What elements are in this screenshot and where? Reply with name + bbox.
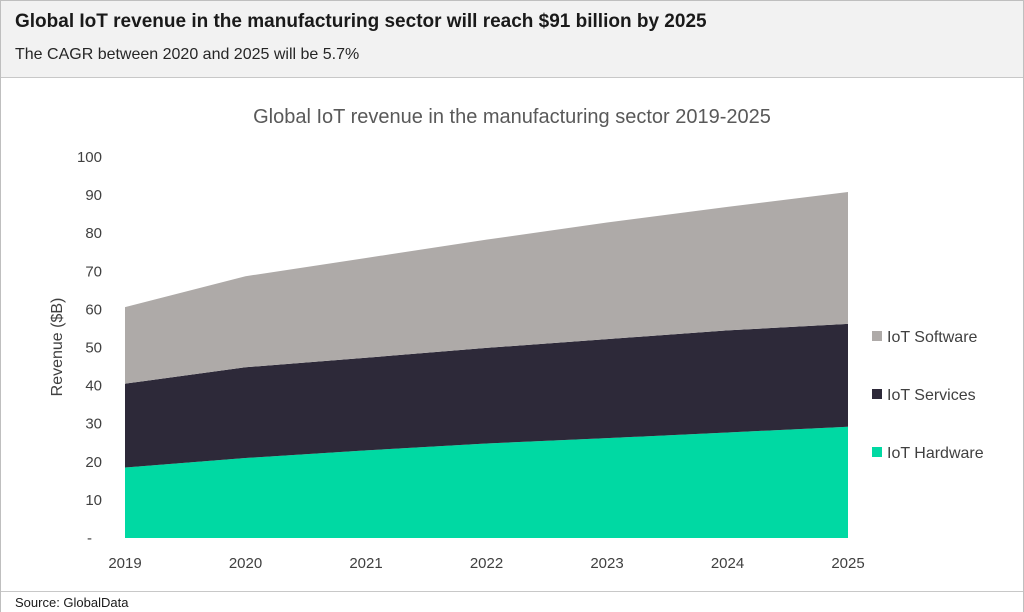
- headline: Global IoT revenue in the manufacturing …: [15, 11, 707, 32]
- legend-label-iot-services: IoT Services: [887, 387, 976, 404]
- header-banner: Global IoT revenue in the manufacturing …: [1, 1, 1023, 78]
- y-tick-label: 10: [85, 492, 102, 509]
- legend-label-iot-software: IoT Software: [887, 329, 978, 346]
- legend: IoT Software IoT Services IoT Hardware: [872, 329, 984, 462]
- source-note: Source: GlobalData: [15, 595, 129, 610]
- area-iot-software: [125, 192, 848, 384]
- x-tick-label: 2024: [711, 555, 744, 572]
- y-tick-label: -: [87, 530, 92, 547]
- x-tick-label: 2022: [470, 555, 503, 572]
- area-layers: [125, 192, 848, 538]
- x-axis-ticks: 2019 2020 2021 2022 2023 2024 2025: [108, 555, 864, 572]
- x-tick-label: 2023: [590, 555, 623, 572]
- y-tick-label: 50: [85, 340, 102, 357]
- x-tick-label: 2025: [831, 555, 864, 572]
- area-chart: Global IoT revenue in the manufacturing …: [49, 106, 984, 572]
- chart-title: Global IoT revenue in the manufacturing …: [253, 106, 771, 128]
- area-iot-hardware: [125, 426, 848, 538]
- legend-swatch-iot-hardware: [872, 447, 882, 457]
- legend-swatch-iot-services: [872, 389, 882, 399]
- y-tick-label: 40: [85, 378, 102, 395]
- y-tick-label: 90: [85, 187, 102, 204]
- source-bar: Source: GlobalData: [1, 591, 1023, 612]
- legend-label-iot-hardware: IoT Hardware: [887, 445, 984, 462]
- x-tick-label: 2020: [229, 555, 262, 572]
- y-tick-label: 30: [85, 416, 102, 433]
- area-iot-services: [125, 323, 848, 468]
- y-tick-label: 20: [85, 454, 102, 471]
- legend-swatch-iot-software: [872, 331, 882, 341]
- subheadline: The CAGR between 2020 and 2025 will be 5…: [15, 46, 360, 63]
- y-axis-label: Revenue ($B): [49, 298, 66, 397]
- y-tick-label: 100: [77, 149, 102, 166]
- y-axis-ticks: - 10 20 30 40 50 60 70 80 90 100: [77, 149, 102, 547]
- y-tick-label: 80: [85, 225, 102, 242]
- x-tick-label: 2021: [349, 555, 382, 572]
- y-tick-label: 60: [85, 301, 102, 318]
- y-tick-label: 70: [85, 263, 102, 280]
- x-tick-label: 2019: [108, 555, 141, 572]
